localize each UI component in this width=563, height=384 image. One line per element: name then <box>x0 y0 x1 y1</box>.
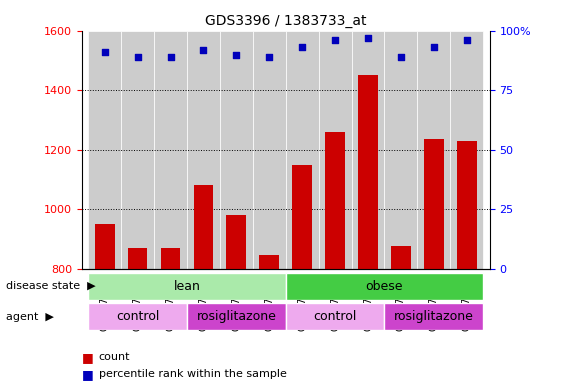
Bar <box>88 273 286 300</box>
Bar <box>319 31 351 269</box>
Bar <box>286 31 319 269</box>
Bar <box>391 247 411 269</box>
Bar <box>417 31 450 269</box>
Bar <box>385 303 483 330</box>
Bar <box>226 215 246 269</box>
Point <box>265 54 274 60</box>
Bar <box>286 273 483 300</box>
Text: ■: ■ <box>82 368 93 381</box>
Bar <box>260 255 279 269</box>
Bar <box>187 31 220 269</box>
Point <box>232 51 241 58</box>
Bar <box>325 132 345 269</box>
Bar <box>187 303 286 330</box>
Bar <box>154 31 187 269</box>
Text: lean: lean <box>173 280 200 293</box>
Bar <box>292 165 312 269</box>
Point <box>396 54 405 60</box>
Bar <box>424 139 444 269</box>
Point <box>462 37 471 43</box>
Bar <box>358 75 378 269</box>
Bar <box>220 31 253 269</box>
Bar <box>194 185 213 269</box>
Point <box>364 35 373 41</box>
Text: control: control <box>116 310 159 323</box>
Text: agent  ▶: agent ▶ <box>6 312 53 322</box>
Bar <box>88 303 187 330</box>
Text: control: control <box>314 310 357 323</box>
Text: ■: ■ <box>82 351 93 364</box>
Text: count: count <box>99 352 130 362</box>
Point <box>298 44 307 50</box>
Bar <box>385 31 417 269</box>
Text: percentile rank within the sample: percentile rank within the sample <box>99 369 287 379</box>
Point <box>133 54 142 60</box>
Bar <box>450 31 483 269</box>
Text: obese: obese <box>366 280 403 293</box>
Text: rosiglitazone: rosiglitazone <box>394 310 474 323</box>
Bar <box>351 31 385 269</box>
Bar <box>88 31 121 269</box>
Point <box>199 47 208 53</box>
Point <box>166 54 175 60</box>
Bar <box>121 31 154 269</box>
Bar <box>128 248 148 269</box>
Bar <box>286 303 385 330</box>
Bar <box>160 248 180 269</box>
Title: GDS3396 / 1383733_at: GDS3396 / 1383733_at <box>205 14 367 28</box>
Text: rosiglitazone: rosiglitazone <box>196 310 276 323</box>
Point <box>330 37 339 43</box>
Point <box>430 44 439 50</box>
Bar <box>95 224 114 269</box>
Text: disease state  ▶: disease state ▶ <box>6 281 95 291</box>
Bar <box>457 141 477 269</box>
Point <box>100 49 109 55</box>
Bar <box>253 31 286 269</box>
